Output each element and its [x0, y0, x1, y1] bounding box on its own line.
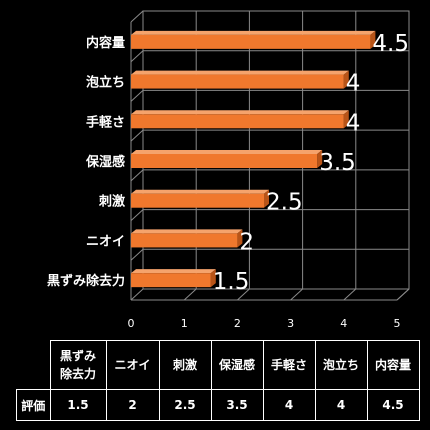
gridline-floor	[183, 288, 197, 301]
bar-end	[210, 269, 216, 288]
x-axis-ticks: 0 1 2 3 4 5	[128, 317, 401, 330]
data-label: 2.5	[266, 190, 303, 216]
table-header-cell: 刺激	[158, 340, 212, 390]
bar	[131, 114, 344, 129]
x-tick-label: 0	[128, 317, 135, 330]
bar	[131, 233, 238, 248]
table-row-label: 評価	[16, 389, 51, 421]
bar-end	[317, 150, 323, 168]
table-header-cell: 内容量	[366, 340, 420, 390]
bar-top	[131, 110, 349, 115]
gridline-floor	[343, 288, 357, 301]
table-value-cell: 4	[262, 389, 316, 421]
gridline-floor	[396, 288, 410, 301]
table-corner-cell	[16, 340, 51, 390]
table-value-cell: 3.5	[210, 389, 264, 421]
table-header-cell: ニオイ	[105, 340, 160, 390]
top-edge-left	[130, 10, 144, 23]
data-labels: 4.5 4 4 3.5 2.5 2 1.5	[213, 31, 409, 295]
bar-end	[343, 70, 349, 89]
bar-top	[131, 70, 349, 75]
bar-top	[131, 229, 243, 234]
table-value-cell: 1.5	[49, 389, 107, 421]
table-header-cell: 黒ずみ除去力	[49, 340, 107, 390]
gridline-side	[130, 248, 144, 261]
category-label: 黒ずみ除去力	[47, 273, 125, 289]
data-label: 3.5	[319, 150, 356, 176]
bar-top	[131, 269, 216, 274]
data-label: 4	[346, 110, 361, 136]
bar	[131, 34, 371, 49]
gridline-side	[130, 129, 144, 142]
bar-end	[370, 30, 376, 49]
bar	[131, 273, 211, 288]
x-tick-label: 1	[181, 317, 188, 330]
gridline-floor	[290, 288, 303, 301]
x-tick-label: 2	[234, 317, 241, 330]
bar	[131, 193, 264, 208]
bar-end	[237, 229, 243, 248]
floor-edge-left	[130, 288, 144, 301]
data-label: 1.5	[213, 269, 250, 295]
data-label: 2	[239, 229, 254, 255]
table-value-row: 評価 1.5 2 2.5 3.5 4 4 4.5	[16, 389, 420, 421]
chart-grid	[130, 10, 410, 301]
category-label: ニオイ	[86, 234, 125, 249]
category-label: 内容量	[86, 35, 125, 51]
gridline-side	[130, 50, 144, 63]
category-label: 泡立ち	[86, 75, 125, 91]
table-header-cell: 泡立ち	[314, 340, 368, 390]
gridline-floor	[237, 288, 250, 301]
gridline-side	[130, 90, 144, 102]
category-label: 手軽さ	[86, 114, 125, 130]
gridline-side	[130, 209, 144, 221]
table-header-row: 黒ずみ除去力 ニオイ 刺激 保湿感 手軽さ 泡立ち 内容量	[16, 340, 420, 390]
bar-end	[343, 110, 349, 129]
bar-top	[131, 150, 323, 154]
category-label: 保湿感	[85, 154, 125, 170]
data-table: 黒ずみ除去力 ニオイ 刺激 保湿感 手軽さ 泡立ち 内容量 評価 1.5 2 2.5 3.5 4 4 4…	[16, 340, 420, 421]
data-label: 4.5	[372, 31, 409, 57]
bar	[131, 154, 318, 168]
chart-bars	[131, 30, 376, 288]
table-value-cell: 2.5	[158, 389, 212, 421]
table-value-cell: 4	[314, 389, 368, 421]
table-header-cell: 保湿感	[210, 340, 264, 390]
gridline-side	[130, 169, 144, 182]
bar	[131, 74, 344, 89]
table-value-cell: 2	[105, 389, 160, 421]
bar-top	[131, 189, 269, 194]
table-value-cell: 4.5	[366, 389, 420, 421]
bar-top	[131, 30, 376, 35]
x-tick-label: 3	[287, 317, 294, 330]
x-tick-label: 5	[394, 317, 401, 330]
table-header-cell: 手軽さ	[262, 340, 316, 390]
data-label: 4	[346, 71, 361, 97]
category-label: 刺激	[99, 194, 126, 210]
x-tick-label: 4	[340, 317, 347, 330]
bar-end	[264, 189, 269, 208]
